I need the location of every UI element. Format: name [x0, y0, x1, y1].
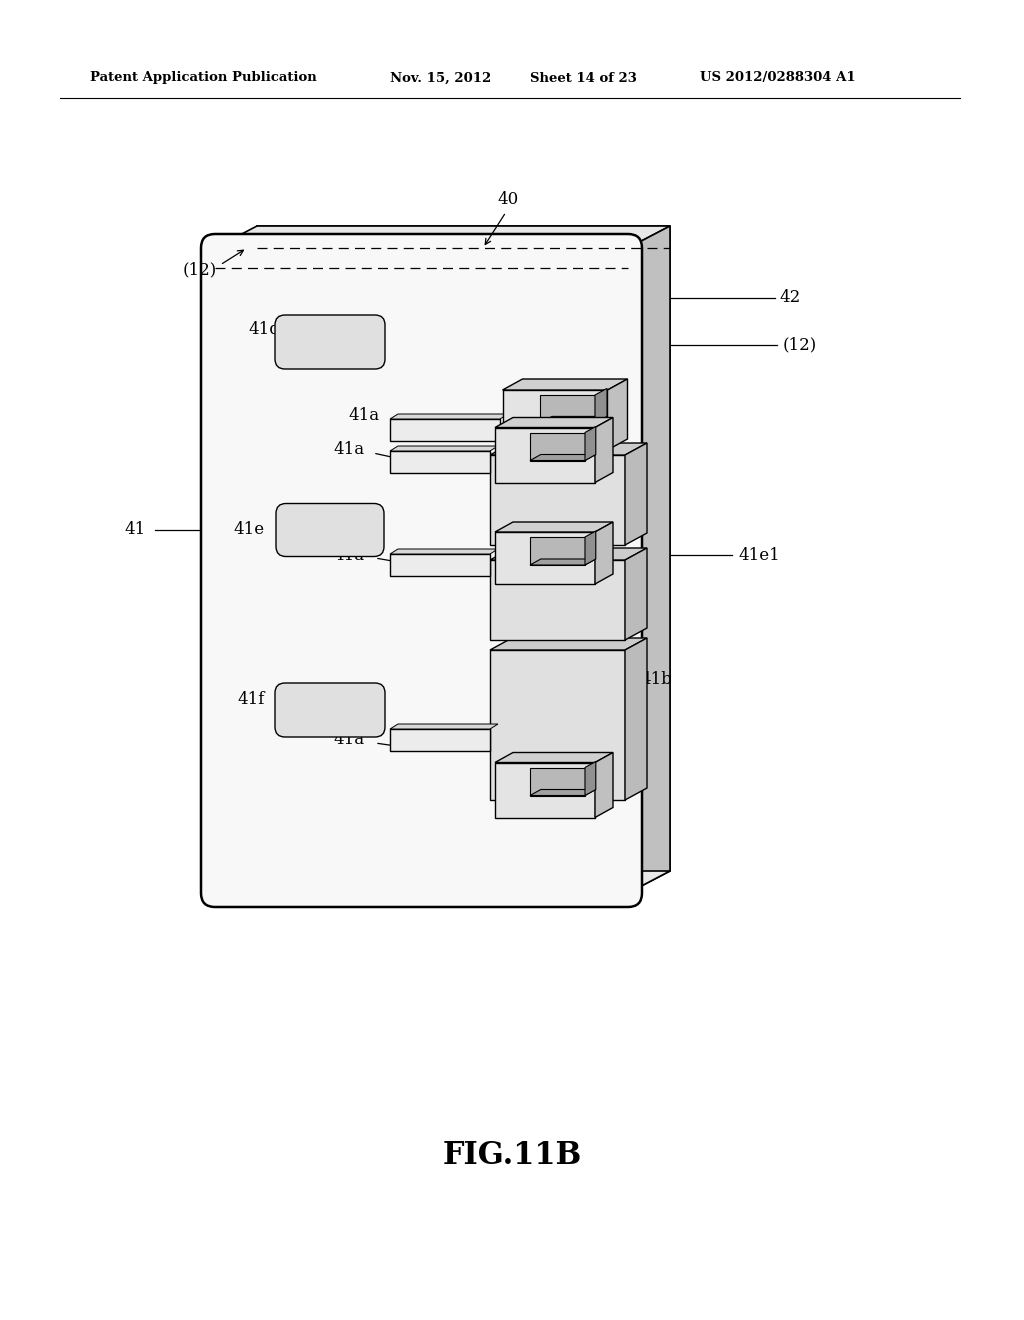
Polygon shape — [495, 752, 613, 763]
Text: 41a: 41a — [349, 407, 380, 424]
Text: (12): (12) — [183, 261, 217, 279]
Polygon shape — [530, 767, 585, 796]
Polygon shape — [607, 379, 628, 450]
Polygon shape — [595, 417, 613, 483]
Text: 43: 43 — [603, 407, 625, 424]
Text: 41e: 41e — [233, 521, 265, 539]
Polygon shape — [215, 226, 670, 248]
Polygon shape — [495, 417, 613, 428]
Polygon shape — [257, 226, 670, 871]
Polygon shape — [390, 414, 508, 418]
Polygon shape — [585, 762, 596, 796]
Polygon shape — [530, 789, 596, 796]
Text: 40: 40 — [498, 191, 518, 209]
Polygon shape — [490, 455, 625, 545]
Text: 41b: 41b — [565, 437, 597, 454]
Polygon shape — [390, 729, 490, 751]
Polygon shape — [530, 558, 596, 565]
Polygon shape — [490, 649, 625, 800]
Polygon shape — [390, 554, 490, 576]
Text: 41e1: 41e1 — [738, 546, 779, 564]
Text: 41b: 41b — [565, 540, 597, 557]
Text: Nov. 15, 2012: Nov. 15, 2012 — [390, 71, 492, 84]
Polygon shape — [390, 549, 498, 554]
FancyBboxPatch shape — [275, 682, 385, 737]
Text: 41a: 41a — [334, 546, 365, 564]
Text: 43: 43 — [600, 451, 622, 469]
Polygon shape — [625, 638, 647, 800]
Text: 43: 43 — [610, 770, 631, 787]
Text: 42: 42 — [779, 289, 801, 306]
Polygon shape — [390, 446, 498, 451]
Polygon shape — [495, 428, 595, 483]
Polygon shape — [530, 454, 596, 461]
Polygon shape — [585, 426, 596, 461]
Polygon shape — [595, 521, 613, 583]
Text: FIG.11B: FIG.11B — [442, 1139, 582, 1171]
Polygon shape — [503, 379, 628, 389]
Polygon shape — [490, 444, 647, 455]
Polygon shape — [595, 752, 613, 817]
Text: US 2012/0288304 A1: US 2012/0288304 A1 — [700, 71, 856, 84]
Polygon shape — [625, 548, 647, 640]
Polygon shape — [530, 433, 585, 461]
Text: 41d: 41d — [248, 322, 280, 338]
Polygon shape — [495, 763, 595, 817]
Polygon shape — [628, 226, 670, 894]
Polygon shape — [390, 451, 490, 473]
FancyBboxPatch shape — [275, 315, 385, 370]
Polygon shape — [215, 871, 670, 894]
Polygon shape — [585, 531, 596, 565]
Polygon shape — [503, 389, 607, 450]
Polygon shape — [595, 388, 607, 422]
Polygon shape — [390, 723, 498, 729]
FancyBboxPatch shape — [201, 234, 642, 907]
Text: Patent Application Publication: Patent Application Publication — [90, 71, 316, 84]
Polygon shape — [540, 416, 607, 422]
FancyBboxPatch shape — [276, 503, 384, 557]
Text: 41f: 41f — [238, 692, 265, 709]
Text: Sheet 14 of 23: Sheet 14 of 23 — [530, 71, 637, 84]
Polygon shape — [530, 537, 585, 565]
Text: 41: 41 — [124, 521, 145, 539]
Polygon shape — [495, 521, 613, 532]
Polygon shape — [490, 560, 625, 640]
Text: 43: 43 — [600, 553, 622, 570]
Text: 41b: 41b — [560, 387, 592, 404]
Text: 41a: 41a — [334, 731, 365, 748]
Polygon shape — [490, 548, 647, 560]
Polygon shape — [625, 444, 647, 545]
Text: (12): (12) — [783, 337, 817, 354]
Text: 41a: 41a — [334, 441, 365, 458]
Polygon shape — [540, 395, 595, 422]
Polygon shape — [490, 638, 647, 649]
Text: 41b: 41b — [640, 672, 672, 689]
Polygon shape — [390, 418, 500, 441]
Polygon shape — [495, 532, 595, 583]
